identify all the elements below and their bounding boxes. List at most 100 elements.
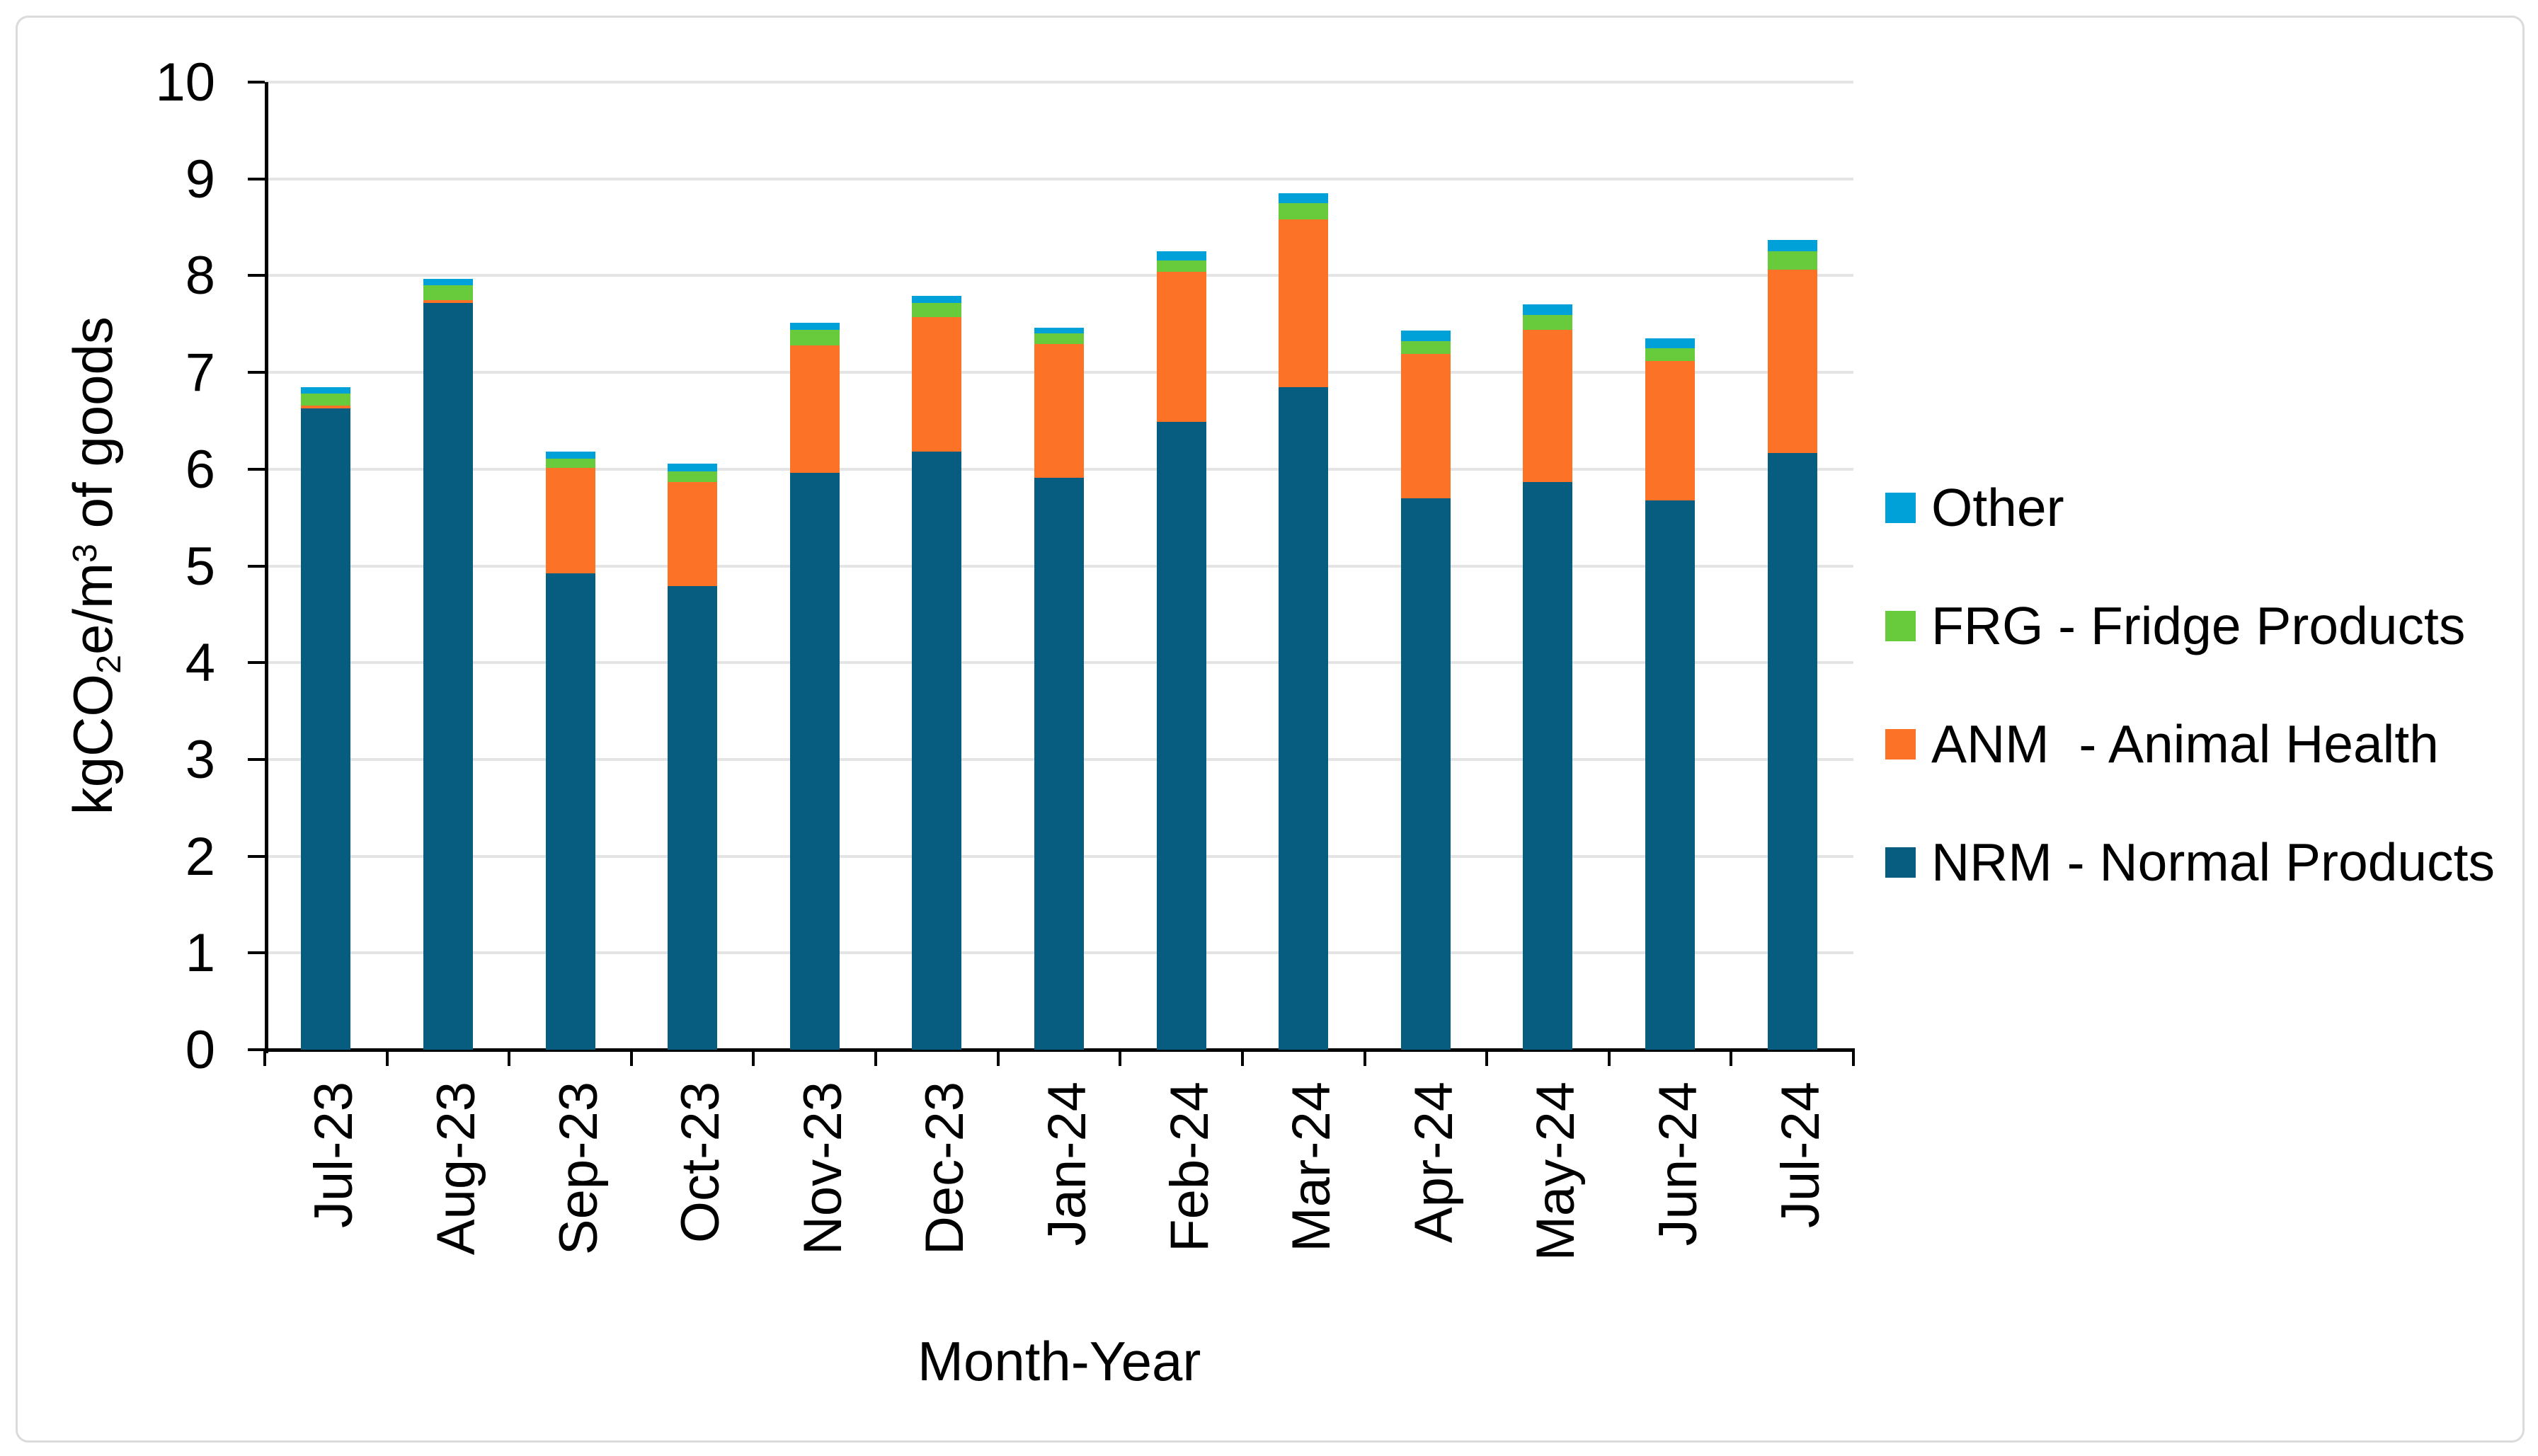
y-tick-label: 0 xyxy=(185,1020,215,1080)
x-tick xyxy=(1363,1048,1366,1066)
x-tick xyxy=(385,1048,389,1066)
bar-segment-anm-Feb-24 xyxy=(1156,271,1206,422)
bar-segment-frg-Sep-23 xyxy=(545,458,595,469)
x-tick-label: Mar-24 xyxy=(1281,1082,1342,1252)
bar-segment-nrm-Feb-24 xyxy=(1156,421,1206,1050)
bar-segment-other-Jul-24 xyxy=(1767,239,1817,252)
y-tick-label: 7 xyxy=(185,343,215,403)
bar-segment-anm-Sep-23 xyxy=(545,468,595,574)
legend: Other FRG - Fridge Products ANM - Animal H… xyxy=(1885,476,2495,894)
x-tick xyxy=(629,1048,633,1066)
x-tick-label: Jul-23 xyxy=(304,1082,365,1228)
y-tick-label: 1 xyxy=(185,923,215,984)
y-tick xyxy=(248,757,265,761)
y-tick xyxy=(248,951,265,955)
bar-segment-frg-Jun-24 xyxy=(1645,348,1696,361)
y-tick-label: 10 xyxy=(155,52,215,113)
bar-segment-nrm-Jul-23 xyxy=(301,408,351,1050)
y-tick xyxy=(248,854,265,858)
legend-label: FRG - Fridge Products xyxy=(1931,595,2466,655)
bar-segment-other-Feb-24 xyxy=(1156,251,1206,260)
legend-item: FRG - Fridge Products xyxy=(1885,594,2495,658)
x-tick-label: May-24 xyxy=(1526,1082,1587,1261)
x-tick xyxy=(1485,1048,1489,1066)
bar-segment-other-Jan-24 xyxy=(1034,328,1084,334)
x-tick xyxy=(874,1048,878,1066)
x-tick xyxy=(996,1048,1000,1066)
bar-segment-anm-Jan-24 xyxy=(1034,344,1084,478)
legend-swatch-anm xyxy=(1885,728,1916,759)
bar-segment-frg-Feb-24 xyxy=(1156,260,1206,272)
bar-segment-anm-Jul-23 xyxy=(301,405,351,408)
bar-segment-frg-Jul-23 xyxy=(301,394,351,406)
bar-segment-other-Dec-23 xyxy=(912,296,962,303)
bar-segment-nrm-May-24 xyxy=(1523,481,1573,1050)
y-tick xyxy=(248,371,265,374)
bar-segment-nrm-Dec-23 xyxy=(912,452,962,1050)
bar-segment-frg-Oct-23 xyxy=(668,471,718,482)
x-tick xyxy=(508,1048,511,1066)
x-tick xyxy=(1240,1048,1244,1066)
bar-segment-anm-Jul-24 xyxy=(1767,270,1817,453)
bar-segment-other-Nov-23 xyxy=(789,323,840,330)
y-tick xyxy=(248,81,265,84)
bar-segment-nrm-Jun-24 xyxy=(1645,500,1696,1050)
legend-swatch-nrm xyxy=(1885,847,1916,878)
legend-label: ANM - Animal Health xyxy=(1931,713,2439,774)
x-tick-label: Aug-23 xyxy=(425,1082,486,1256)
x-tick xyxy=(752,1048,755,1066)
bar-segment-frg-Apr-24 xyxy=(1400,341,1451,355)
y-tick-label: 8 xyxy=(185,246,215,306)
x-tick-label: Sep-23 xyxy=(548,1082,609,1256)
bar-segment-nrm-Nov-23 xyxy=(789,473,840,1050)
bar-segment-anm-Apr-24 xyxy=(1400,354,1451,498)
gridline xyxy=(265,274,1853,277)
bar-segment-other-May-24 xyxy=(1523,304,1573,316)
bar-segment-other-Aug-23 xyxy=(423,278,473,286)
y-tick-label: 3 xyxy=(185,729,215,790)
bar-segment-anm-Oct-23 xyxy=(668,481,718,587)
x-tick xyxy=(1119,1048,1122,1066)
legend-swatch-other xyxy=(1885,492,1916,523)
y-tick-label: 9 xyxy=(185,149,215,210)
y-tick xyxy=(248,177,265,180)
bar-segment-nrm-Sep-23 xyxy=(545,573,595,1050)
bar-segment-frg-Aug-23 xyxy=(423,285,473,300)
bar-segment-other-Sep-23 xyxy=(545,452,595,459)
bar-segment-anm-May-24 xyxy=(1523,329,1573,482)
bar-segment-frg-Jan-24 xyxy=(1034,333,1084,345)
bar-segment-anm-Jun-24 xyxy=(1645,360,1696,500)
legend-label: NRM - Normal Products xyxy=(1931,832,2495,892)
bar-segment-other-Mar-24 xyxy=(1279,193,1329,203)
y-tick-label: 6 xyxy=(185,439,215,500)
bar-segment-other-Apr-24 xyxy=(1400,331,1451,342)
legend-label: Other xyxy=(1931,477,2064,537)
x-tick-label: Apr-24 xyxy=(1403,1082,1464,1244)
bar-segment-frg-Mar-24 xyxy=(1279,202,1329,220)
bar-segment-frg-Dec-23 xyxy=(912,302,962,318)
y-tick xyxy=(248,661,265,665)
x-tick-label: Jun-24 xyxy=(1648,1082,1709,1246)
x-tick-label: Nov-23 xyxy=(792,1082,853,1255)
bar-segment-nrm-Aug-23 xyxy=(423,302,473,1050)
bar-segment-other-Oct-23 xyxy=(668,463,718,471)
x-tick xyxy=(263,1048,266,1066)
x-tick-label: Dec-23 xyxy=(915,1082,976,1255)
bar-segment-frg-May-24 xyxy=(1523,315,1573,330)
legend-swatch-frg xyxy=(1885,610,1916,641)
x-axis-line xyxy=(265,1048,1853,1052)
y-tick xyxy=(248,564,265,568)
y-tick-label: 4 xyxy=(185,633,215,694)
x-tick xyxy=(1852,1048,1855,1066)
y-tick xyxy=(248,274,265,277)
x-tick-label: Oct-23 xyxy=(670,1082,731,1244)
gridline xyxy=(265,177,1853,180)
bar-segment-anm-Aug-23 xyxy=(423,299,473,303)
gridline xyxy=(265,81,1853,84)
bar-segment-anm-Dec-23 xyxy=(912,317,962,452)
bar-segment-other-Jul-23 xyxy=(301,386,351,394)
bar-segment-frg-Nov-23 xyxy=(789,329,840,345)
bar-segment-nrm-Oct-23 xyxy=(668,586,718,1050)
x-tick xyxy=(1607,1048,1611,1066)
